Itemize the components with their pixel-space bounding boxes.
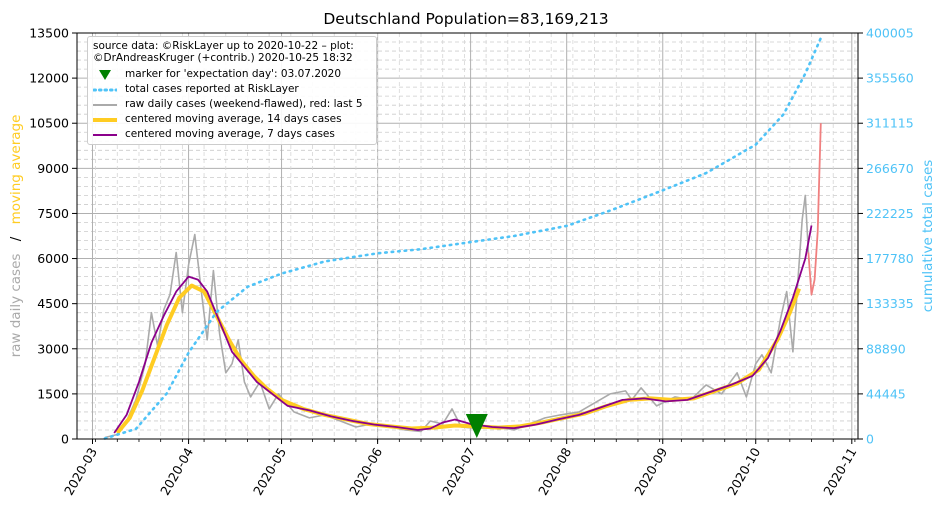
x-tick-label: 2020-05 xyxy=(250,445,289,498)
gray-line-icon xyxy=(93,99,117,109)
legend-label: raw daily cases (weekend-flawed), red: l… xyxy=(125,97,363,110)
legend-entry-total: total cases reported at RiskLayer xyxy=(92,81,371,96)
dotted-line-icon xyxy=(92,84,119,94)
yellow-line-icon xyxy=(93,114,117,124)
y-axis-right: 0 44445 88890 133335 177780 222225 266670 31111… xyxy=(858,26,914,447)
y-right-tick-label: 177780 xyxy=(866,251,914,266)
legend-entry-ma14: centered moving average, 14 days cases xyxy=(93,111,371,126)
legend-entry-marker: marker for 'expectation day': 03.07.2020 xyxy=(93,66,371,81)
y-right-tick-label: 133335 xyxy=(866,296,914,311)
y-left-tick-label: 3000 xyxy=(37,341,69,356)
legend-label: centered moving average, 14 days cases xyxy=(125,112,342,125)
y-right-tick-label: 44445 xyxy=(866,386,906,401)
x-axis: 2020-03 2020-04 2020-05 2020-06 2020-07 2020-… xyxy=(61,439,859,498)
ma14-series xyxy=(115,283,801,435)
x-tick-label: 2020-11 xyxy=(820,445,859,498)
x-tick-label: 2020-08 xyxy=(535,445,574,498)
legend: source data: ©RiskLayer up to 2020-10-22… xyxy=(87,36,377,145)
ma7-series xyxy=(113,225,813,434)
legend-label: marker for 'expectation day': 03.07.2020 xyxy=(125,67,342,80)
y-left-tick-label: 0 xyxy=(61,432,69,447)
y-label-ma: moving average xyxy=(8,115,24,225)
y-left-tick-label: 6000 xyxy=(37,251,69,266)
y-axis-right-label: cumulative total cases xyxy=(920,160,936,313)
raw-daily-series xyxy=(104,194,810,439)
x-tick-label: 2020-06 xyxy=(346,445,385,498)
plot-frame xyxy=(76,32,859,440)
y-right-tick-label: 311115 xyxy=(866,116,914,131)
cumulative-total-series xyxy=(103,36,823,440)
source-text: source data: ©RiskLayer up to 2020-10-22… xyxy=(93,40,371,64)
legend-entry-ma7: centered moving average, 7 days cases xyxy=(93,126,371,141)
series-group xyxy=(103,36,823,440)
legend-entry-raw: raw daily cases (weekend-flawed), red: l… xyxy=(93,96,371,111)
triangle-marker-icon xyxy=(93,69,117,80)
raw-last5-series xyxy=(807,123,822,296)
y-left-tick-label: 13500 xyxy=(29,26,69,41)
expectation-day-marker xyxy=(465,413,488,438)
y-right-tick-label: 355560 xyxy=(866,71,914,86)
purple-line-icon xyxy=(93,129,117,139)
y-left-tick-label: 1500 xyxy=(37,386,69,401)
y-left-tick-label: 4500 xyxy=(37,296,69,311)
legend-label: total cases reported at RiskLayer xyxy=(125,82,299,95)
x-tick-label: 2020-04 xyxy=(157,445,196,498)
x-tick-label: 2020-07 xyxy=(439,445,478,498)
y-axis-left: 0 1500 3000 4500 6000 7500 9000 10500 12000 13500 xyxy=(29,26,77,447)
source-line-1: source data: ©RiskLayer up to 2020-10-22… xyxy=(93,40,354,52)
y-label-sep: / xyxy=(8,236,24,241)
y-right-tick-label: 266670 xyxy=(866,161,914,176)
y-left-tick-label: 10500 xyxy=(29,116,69,131)
y-left-tick-label: 9000 xyxy=(37,161,69,176)
y-right-tick-label: 222225 xyxy=(866,206,914,221)
y-label-raw: raw daily cases xyxy=(8,254,24,358)
x-tick-label: 2020-10 xyxy=(724,445,763,498)
legend-label: centered moving average, 7 days cases xyxy=(125,127,335,140)
y-right-tick-label: 88890 xyxy=(866,341,906,356)
y-right-tick-label: 400005 xyxy=(866,26,914,41)
x-tick-label: 2020-03 xyxy=(61,445,100,498)
x-tick-label: 2020-09 xyxy=(631,445,670,498)
y-right-tick-label: 0 xyxy=(866,432,874,447)
source-line-2: ©DrAndreasKruger (+contrib.) 2020-10-25 … xyxy=(93,52,353,64)
y-axis-left-label: raw daily cases / moving average xyxy=(8,115,24,358)
chart-title: Deutschland Population=83,169,213 xyxy=(323,10,608,28)
y-left-tick-label: 12000 xyxy=(29,71,69,86)
y-left-tick-label: 7500 xyxy=(37,206,69,221)
